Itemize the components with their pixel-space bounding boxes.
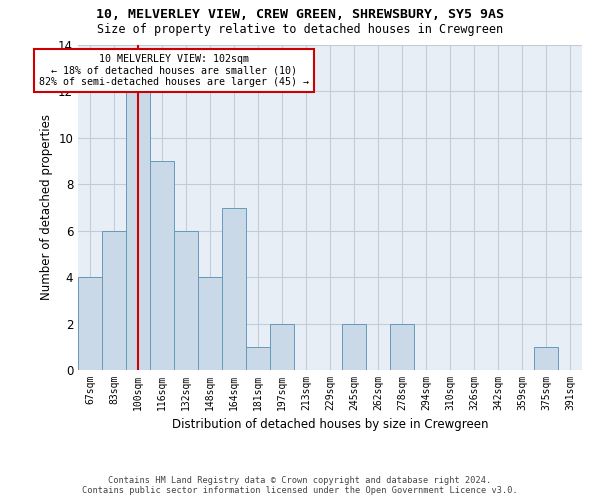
Bar [78,277,102,370]
Text: Contains HM Land Registry data © Crown copyright and database right 2024.
Contai: Contains HM Land Registry data © Crown c… [82,476,518,495]
Bar [246,347,270,370]
Text: 10 MELVERLEY VIEW: 102sqm
← 18% of detached houses are smaller (10)
82% of semi-: 10 MELVERLEY VIEW: 102sqm ← 18% of detac… [39,54,309,88]
Text: 10, MELVERLEY VIEW, CREW GREEN, SHREWSBURY, SY5 9AS: 10, MELVERLEY VIEW, CREW GREEN, SHREWSBU… [96,8,504,20]
Bar [342,324,366,370]
Bar [270,324,294,370]
X-axis label: Distribution of detached houses by size in Crewgreen: Distribution of detached houses by size … [172,418,488,432]
Bar [390,324,414,370]
Bar [102,230,126,370]
Bar [222,208,246,370]
Bar [126,92,150,370]
Bar [150,161,174,370]
Bar [534,347,558,370]
Bar [174,230,198,370]
Text: Size of property relative to detached houses in Crewgreen: Size of property relative to detached ho… [97,22,503,36]
Y-axis label: Number of detached properties: Number of detached properties [40,114,53,300]
Bar [198,277,222,370]
